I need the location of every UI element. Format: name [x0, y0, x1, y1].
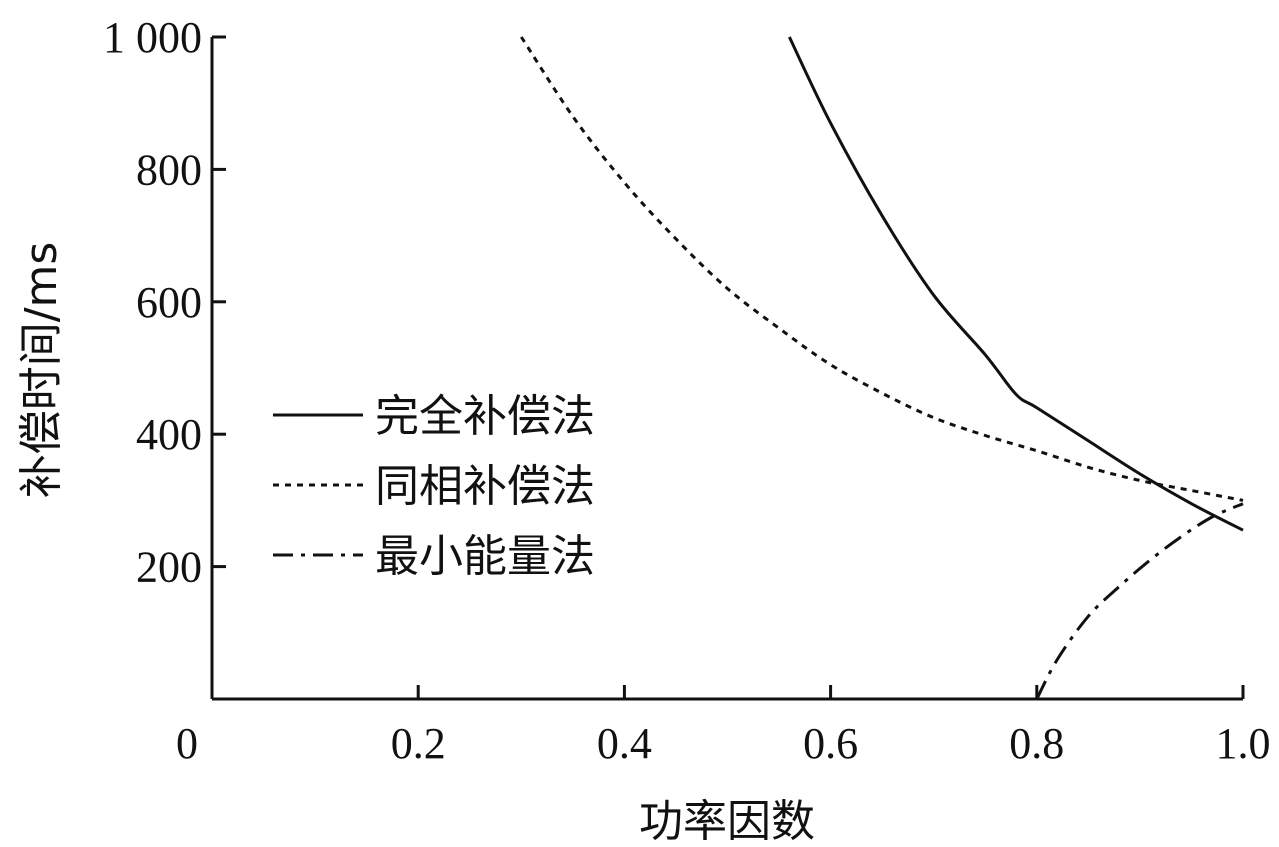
series-line-2	[520, 36, 1244, 502]
legend-label-series-2: 同相补偿法	[375, 461, 595, 512]
legend-label-series-1: 完全补偿法	[375, 391, 595, 442]
x-tick-label: 1.0	[1216, 719, 1271, 768]
x-ticks: 0 0.2 0.4 0.6 0.8 1.0	[176, 685, 1271, 768]
series-line-3	[1035, 502, 1244, 700]
x-tick-label: 0.6	[803, 719, 858, 768]
x-tick-label: 0	[176, 719, 198, 768]
x-tick-label: 0.4	[597, 719, 652, 768]
y-tick-label: 800	[136, 145, 202, 194]
y-tick-label: 200	[136, 543, 202, 592]
series-lines	[520, 36, 1244, 700]
legend-label-series-3: 最小能量法	[375, 531, 595, 582]
y-ticks: 200 400 600 800 1 000	[103, 13, 226, 592]
y-tick-label: 1 000	[103, 13, 202, 62]
x-tick-label: 0.8	[1009, 719, 1064, 768]
series-line-1	[788, 36, 1244, 532]
x-tick-label: 0.2	[391, 719, 446, 768]
y-tick-label: 600	[136, 278, 202, 327]
y-axis-label: 补偿时间/ms	[16, 242, 67, 499]
legend: 完全补偿法 同相补偿法 最小能量法	[273, 391, 595, 582]
axes	[210, 37, 1243, 701]
y-tick-label: 400	[136, 410, 202, 459]
x-axis-label: 功率因数	[639, 796, 815, 847]
